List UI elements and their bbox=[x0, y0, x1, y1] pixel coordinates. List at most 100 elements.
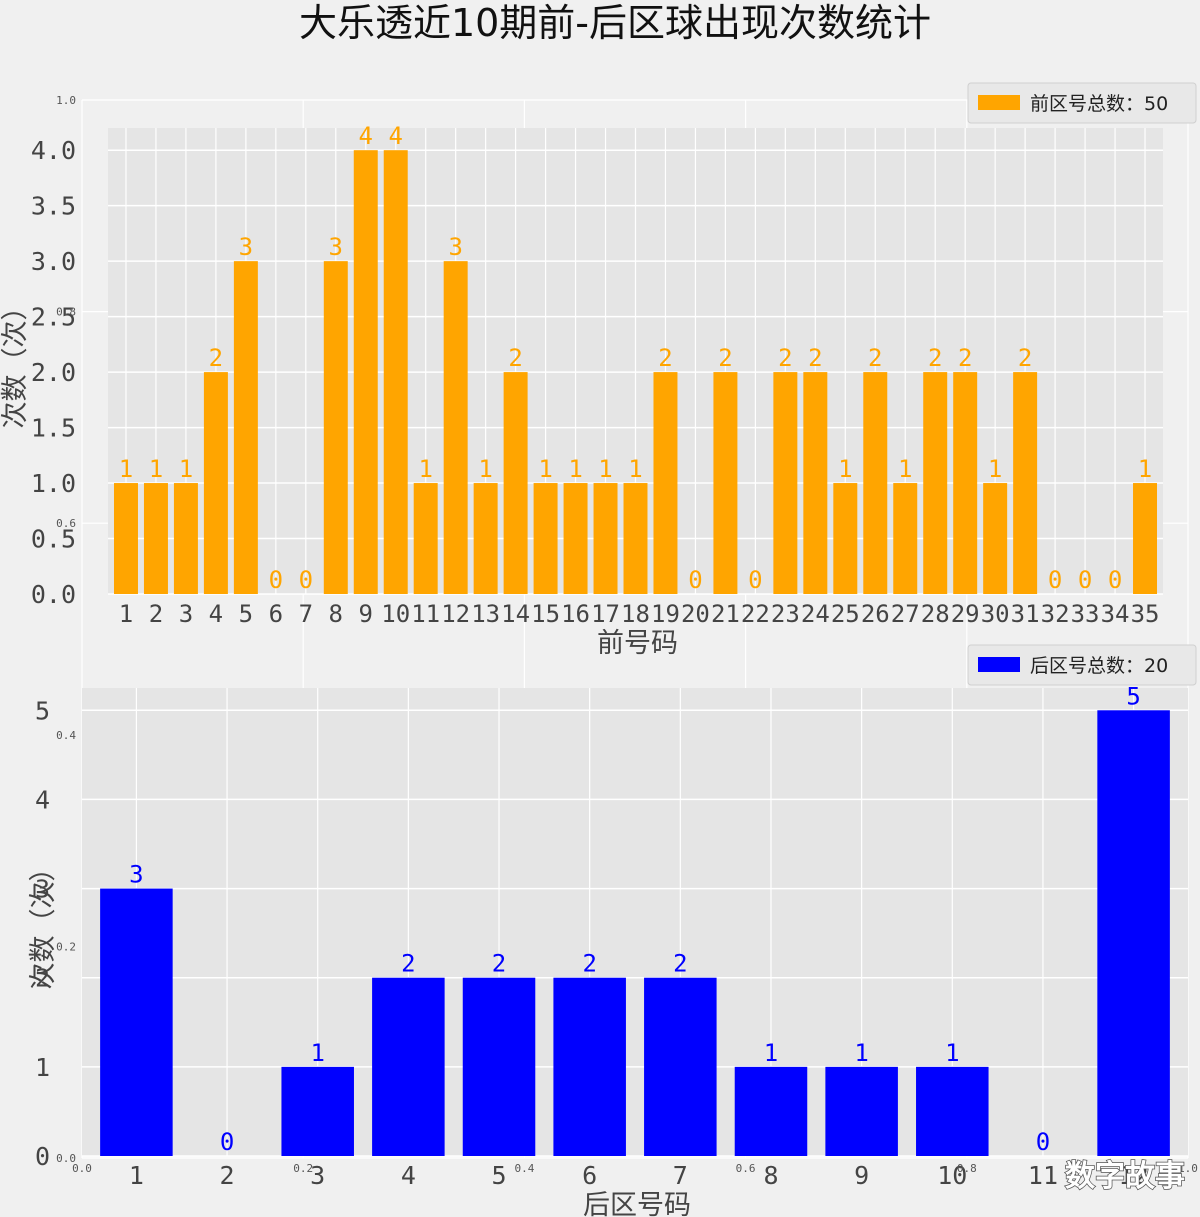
bar-front-28 bbox=[923, 372, 948, 594]
value-label-front-31: 2 bbox=[1018, 344, 1032, 372]
bar-front-2 bbox=[143, 483, 168, 594]
x-tick-label-front: 20 bbox=[681, 600, 710, 628]
value-label-front-6: 0 bbox=[269, 566, 283, 594]
value-label-back-12: 5 bbox=[1126, 682, 1140, 710]
bar-front-11 bbox=[413, 483, 438, 594]
value-label-front-33: 0 bbox=[1078, 566, 1092, 594]
value-label-front-35: 1 bbox=[1138, 455, 1152, 483]
x-tick-label-front: 14 bbox=[501, 600, 530, 628]
value-label-front-2: 1 bbox=[149, 455, 163, 483]
x-tick-label-back: 1 bbox=[129, 1161, 144, 1190]
bar-front-14 bbox=[503, 372, 528, 594]
value-label-front-20: 0 bbox=[688, 566, 702, 594]
value-label-front-7: 0 bbox=[299, 566, 313, 594]
bar-back-1 bbox=[100, 888, 173, 1156]
x-tick-label-front: 10 bbox=[381, 600, 410, 628]
y-tick-label-back: 1 bbox=[35, 1053, 50, 1082]
x-tick-label-front: 12 bbox=[441, 600, 470, 628]
bar-front-16 bbox=[563, 483, 588, 594]
value-label-front-14: 2 bbox=[508, 344, 522, 372]
value-label-front-23: 2 bbox=[778, 344, 792, 372]
x-tick-label-back: 5 bbox=[491, 1161, 506, 1190]
bar-back-10 bbox=[916, 1066, 989, 1156]
bar-front-18 bbox=[623, 483, 648, 594]
legend-box-front bbox=[967, 82, 1197, 124]
value-label-front-27: 1 bbox=[898, 455, 912, 483]
x-tick-label-front: 6 bbox=[269, 600, 283, 628]
value-label-back-4: 2 bbox=[401, 950, 415, 978]
y-tick-label-back: 4 bbox=[35, 785, 50, 814]
x-tick-label-front: 26 bbox=[861, 600, 890, 628]
bar-back-12 bbox=[1097, 710, 1170, 1156]
value-label-back-10: 1 bbox=[945, 1039, 959, 1067]
x-tick-label-front: 9 bbox=[359, 600, 373, 628]
x-tick-label-front: 28 bbox=[921, 600, 950, 628]
x-tick-label-front: 21 bbox=[711, 600, 740, 628]
ghost-x-tick-label: 0.0 bbox=[72, 1162, 92, 1175]
value-label-front-17: 1 bbox=[598, 455, 612, 483]
legend-label-front: 前区号总数：50 bbox=[1030, 93, 1168, 115]
value-label-back-11: 0 bbox=[1036, 1128, 1050, 1156]
x-tick-label-front: 2 bbox=[149, 600, 163, 628]
bar-back-5 bbox=[462, 977, 536, 1156]
value-label-front-34: 0 bbox=[1108, 566, 1122, 594]
plot-area-back bbox=[82, 688, 1188, 1156]
value-label-front-10: 4 bbox=[389, 122, 403, 150]
x-tick-label-front: 15 bbox=[531, 600, 560, 628]
x-tick-label-back: 4 bbox=[401, 1161, 416, 1190]
bar-front-21 bbox=[713, 372, 738, 594]
x-tick-label-front: 24 bbox=[801, 600, 830, 628]
legend-swatch-back bbox=[978, 657, 1020, 672]
bar-back-9 bbox=[825, 1066, 898, 1156]
legend-label-back: 后区号总数：20 bbox=[1030, 655, 1168, 677]
bar-front-25 bbox=[833, 483, 858, 594]
value-label-front-13: 1 bbox=[478, 455, 492, 483]
y-tick-label-front: 3.5 bbox=[31, 192, 76, 221]
x-tick-label-front: 25 bbox=[831, 600, 860, 628]
bar-front-9 bbox=[353, 150, 378, 594]
x-tick-label-front: 18 bbox=[621, 600, 650, 628]
x-tick-label-back: 6 bbox=[582, 1161, 597, 1190]
y-tick-label-front: 2.5 bbox=[31, 303, 76, 332]
watermark-text: 数字故事 bbox=[1065, 1159, 1185, 1194]
bar-back-7 bbox=[644, 977, 717, 1156]
bar-front-3 bbox=[173, 483, 198, 594]
value-label-front-24: 2 bbox=[808, 344, 822, 372]
x-tick-label-front: 5 bbox=[239, 600, 253, 628]
x-tick-label-front: 17 bbox=[591, 600, 620, 628]
x-tick-label-front: 31 bbox=[1011, 600, 1040, 628]
bar-back-4 bbox=[372, 977, 445, 1156]
bar-front-35 bbox=[1133, 483, 1158, 594]
bar-front-27 bbox=[893, 483, 918, 594]
x-tick-label-front: 16 bbox=[561, 600, 590, 628]
value-label-front-26: 2 bbox=[868, 344, 882, 372]
legend-swatch-front bbox=[978, 95, 1020, 110]
value-label-front-25: 1 bbox=[838, 455, 852, 483]
y-tick-label-front: 3.0 bbox=[31, 247, 76, 276]
bar-back-3 bbox=[281, 1066, 354, 1156]
value-label-front-12: 3 bbox=[448, 233, 462, 261]
ghost-y-tick-label: 0.8 bbox=[56, 306, 76, 319]
x-tick-label-back: 11 bbox=[1028, 1161, 1058, 1190]
y-axis-label-back: 次数（次） bbox=[28, 855, 59, 990]
ghost-x-tick-label: 0.2 bbox=[293, 1162, 313, 1175]
value-label-front-22: 0 bbox=[748, 566, 762, 594]
value-label-front-30: 1 bbox=[988, 455, 1002, 483]
x-tick-label-front: 27 bbox=[891, 600, 920, 628]
value-label-front-18: 1 bbox=[628, 455, 642, 483]
bar-back-6 bbox=[553, 977, 626, 1156]
value-label-front-32: 0 bbox=[1048, 566, 1062, 594]
bar-front-4 bbox=[203, 372, 228, 594]
bar-front-10 bbox=[383, 150, 408, 594]
x-tick-label-front: 11 bbox=[411, 600, 440, 628]
bar-front-5 bbox=[233, 261, 258, 594]
value-label-back-8: 1 bbox=[764, 1039, 778, 1067]
ghost-y-tick-label: 0.2 bbox=[56, 940, 76, 953]
value-label-front-9: 4 bbox=[359, 122, 373, 150]
x-tick-label-back: 12 bbox=[1119, 1161, 1149, 1190]
legend-box-back bbox=[967, 644, 1197, 686]
x-tick-label-front: 34 bbox=[1101, 600, 1130, 628]
y-tick-label-front: 1.5 bbox=[31, 414, 76, 443]
x-tick-label-front: 8 bbox=[329, 600, 343, 628]
value-label-back-6: 2 bbox=[582, 950, 596, 978]
